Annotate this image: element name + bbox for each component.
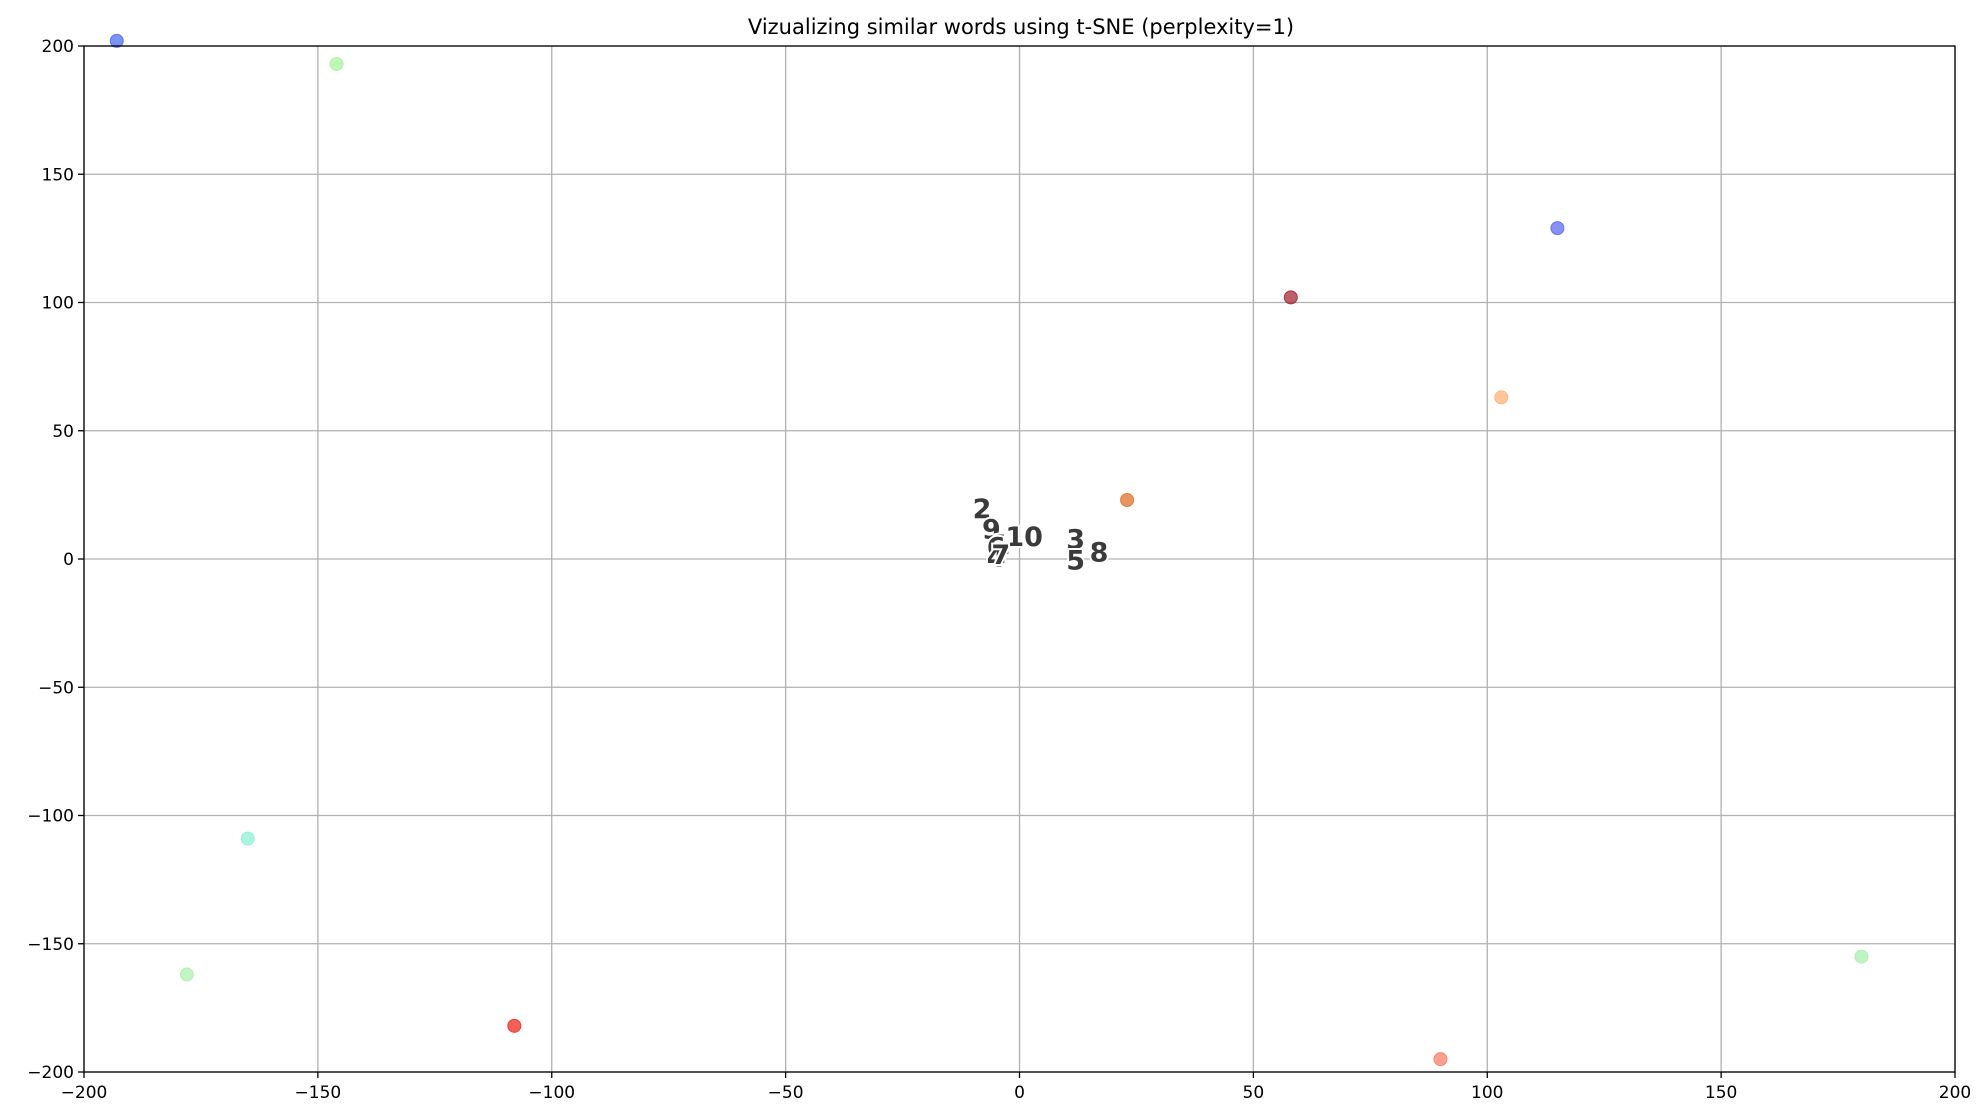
x-tick-label: −100	[528, 1083, 575, 1103]
data-point	[329, 56, 344, 71]
y-tick-label: −200	[27, 1063, 74, 1083]
x-axis: −200 −150 −100 −50 0 50 100 150 200	[61, 1072, 1971, 1103]
x-tick-label: −50	[768, 1083, 804, 1103]
x-tick-label: 100	[1471, 1083, 1503, 1103]
word-label: 3	[1066, 525, 1085, 556]
x-tick-label: 200	[1939, 1083, 1971, 1103]
data-point	[179, 967, 194, 982]
x-tick-label: 150	[1705, 1083, 1737, 1103]
word-label: 1	[991, 530, 1010, 561]
x-tick-label: −150	[295, 1083, 342, 1103]
word-label: 10	[1005, 522, 1043, 553]
x-tick-label: 0	[1014, 1083, 1025, 1103]
word-label: 2	[973, 494, 992, 525]
word-label: 8	[1090, 538, 1109, 569]
y-tick-label: −50	[38, 678, 74, 698]
data-point	[109, 33, 124, 48]
data-point	[1283, 290, 1298, 305]
data-point	[1550, 221, 1565, 236]
data-point	[240, 831, 255, 846]
x-tick-label: −200	[61, 1083, 108, 1103]
data-point	[1854, 949, 1869, 964]
data-point	[507, 1018, 522, 1033]
data-point	[1433, 1052, 1448, 1067]
data-point	[1120, 493, 1135, 508]
plot-frame	[83, 45, 1956, 1073]
y-tick-label: 100	[42, 294, 74, 314]
y-axis: −200 −150 −100 −50 0 50 100 150 200	[27, 37, 84, 1083]
y-tick-label: −150	[27, 935, 74, 955]
word-label: 7	[991, 540, 1010, 571]
y-tick-label: −100	[27, 807, 74, 827]
chart-title: Vizualizing similar words using t-SNE (p…	[748, 15, 1294, 39]
data-points	[109, 33, 1869, 1067]
word-label: 9	[982, 514, 1001, 545]
data-point	[1494, 390, 1509, 405]
word-label: 6	[987, 532, 1006, 563]
word-label: 4	[987, 543, 1006, 574]
y-tick-label: 200	[42, 37, 74, 57]
y-tick-label: 150	[42, 165, 74, 185]
x-tick-label: 50	[1243, 1083, 1265, 1103]
y-tick-label: 50	[52, 422, 74, 442]
y-tick-label: 0	[63, 550, 74, 570]
word-label: 5	[1066, 545, 1085, 576]
